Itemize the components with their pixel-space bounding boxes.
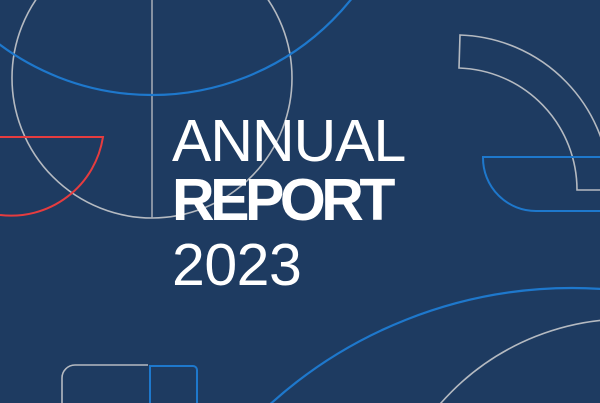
rounded-square-gray-decor bbox=[61, 364, 148, 403]
red-quarter-arc-decor bbox=[0, 136, 105, 217]
rounded-tab-decor bbox=[482, 156, 600, 212]
title-block: ANNUAL REPORT 2023 bbox=[172, 108, 406, 298]
rounded-square-blue-decor bbox=[149, 365, 198, 403]
title-line-report: REPORT bbox=[172, 167, 395, 233]
title-line-annual: ANNUAL bbox=[172, 108, 406, 174]
bottom-gray-arc-decor bbox=[439, 319, 600, 403]
bottom-blue-arc-decor bbox=[270, 287, 600, 403]
ring-segment-decor bbox=[458, 34, 600, 191]
title-line-year: 2023 bbox=[172, 232, 302, 298]
top-blue-arc-decor bbox=[0, 0, 352, 97]
